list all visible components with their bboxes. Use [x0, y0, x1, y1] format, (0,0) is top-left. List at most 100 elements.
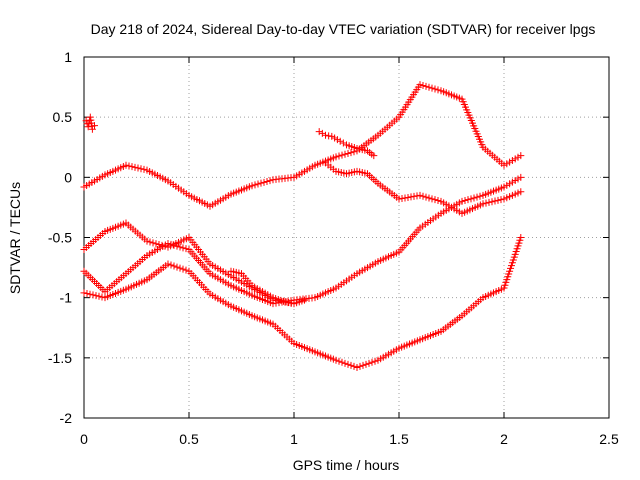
data-point	[80, 289, 88, 297]
data-point	[322, 131, 329, 139]
data-point	[140, 165, 148, 173]
data-point	[173, 242, 181, 250]
data-point	[86, 113, 94, 121]
data-point	[485, 198, 493, 206]
data-point	[488, 198, 496, 206]
data-point	[131, 163, 139, 171]
y-tick-label: -1.5	[48, 350, 72, 366]
data-point	[332, 153, 340, 161]
data-point	[368, 358, 376, 366]
data-point	[416, 81, 424, 89]
data-point	[335, 357, 343, 365]
series-0	[80, 81, 525, 210]
data-point	[350, 362, 358, 370]
series-6	[80, 234, 525, 371]
data-point	[517, 152, 525, 160]
data-point	[434, 197, 442, 205]
x-tick-label: 2.5	[599, 431, 619, 447]
data-point	[84, 123, 92, 131]
data-point	[89, 291, 97, 299]
data-point	[497, 196, 505, 204]
data-point	[125, 162, 133, 170]
data-point	[416, 191, 424, 199]
data-point	[167, 261, 175, 269]
y-tick-label: 0.5	[53, 109, 73, 125]
data-point	[95, 292, 103, 300]
data-point	[170, 241, 178, 249]
data-point	[473, 193, 481, 201]
data-point	[341, 150, 349, 158]
x-tick-label: 2	[500, 431, 508, 447]
data-point	[182, 245, 190, 253]
plot-frame	[83, 56, 610, 419]
y-tick-label: -0.5	[48, 230, 72, 246]
data-point	[149, 239, 157, 247]
data-point	[517, 188, 525, 196]
y-tick-label: 0	[64, 169, 72, 185]
data-point	[419, 82, 427, 90]
data-point	[428, 195, 436, 203]
data-point	[517, 173, 525, 181]
data-point	[134, 164, 142, 172]
data-point	[431, 196, 439, 204]
data-point	[128, 163, 136, 171]
series-1	[82, 113, 98, 133]
data-point	[176, 264, 184, 272]
data-point	[260, 178, 268, 186]
data-point	[91, 122, 98, 130]
data-point	[479, 200, 487, 208]
series-3	[322, 159, 525, 217]
data-point	[517, 234, 525, 241]
data-point	[336, 137, 344, 145]
data-point	[464, 196, 472, 204]
data-point	[155, 241, 163, 249]
data-point	[122, 161, 130, 169]
data-point	[356, 362, 364, 370]
data-point	[179, 265, 187, 273]
data-point	[419, 192, 427, 200]
data-point	[461, 197, 469, 205]
data-point	[458, 197, 466, 205]
data-point	[338, 151, 346, 159]
data-point	[370, 152, 378, 160]
data-point	[476, 192, 484, 200]
data-point	[482, 199, 490, 207]
data-point	[371, 357, 379, 365]
data-point	[254, 180, 262, 188]
data-point	[470, 194, 478, 202]
data-point	[86, 290, 94, 298]
data-point	[365, 359, 373, 367]
data-point	[494, 196, 502, 204]
data-point	[359, 361, 367, 369]
data-point	[152, 240, 160, 248]
data-point	[332, 356, 340, 364]
data-point	[428, 84, 436, 92]
data-point	[362, 360, 370, 368]
x-tick-label: 0	[80, 431, 88, 447]
data-point	[353, 363, 361, 371]
data-point	[491, 197, 499, 205]
grid-lines	[84, 57, 609, 418]
data-point	[164, 260, 172, 268]
x-tick-label: 1	[290, 431, 298, 447]
data-point	[92, 292, 100, 300]
data-point	[434, 86, 442, 94]
data-point	[344, 149, 352, 157]
data-point	[263, 177, 271, 185]
series-7	[227, 267, 298, 308]
data-point	[251, 181, 259, 189]
data-point	[167, 240, 175, 248]
data-point	[407, 193, 415, 201]
data-point	[347, 361, 355, 369]
y-tick-labels: -2 -1.5 -1 -0.5 0 0.5 1	[48, 49, 72, 426]
data-point	[301, 296, 308, 304]
data-point	[179, 244, 187, 252]
y-tick-label: -2	[60, 410, 73, 426]
data-point	[413, 192, 421, 200]
data-point	[176, 243, 184, 251]
data-point	[182, 266, 190, 274]
data-point	[467, 195, 475, 203]
data-point	[398, 194, 406, 202]
x-tick-labels: 0 0.5 1 1.5 2 2.5	[80, 431, 619, 447]
data-point	[404, 193, 412, 201]
